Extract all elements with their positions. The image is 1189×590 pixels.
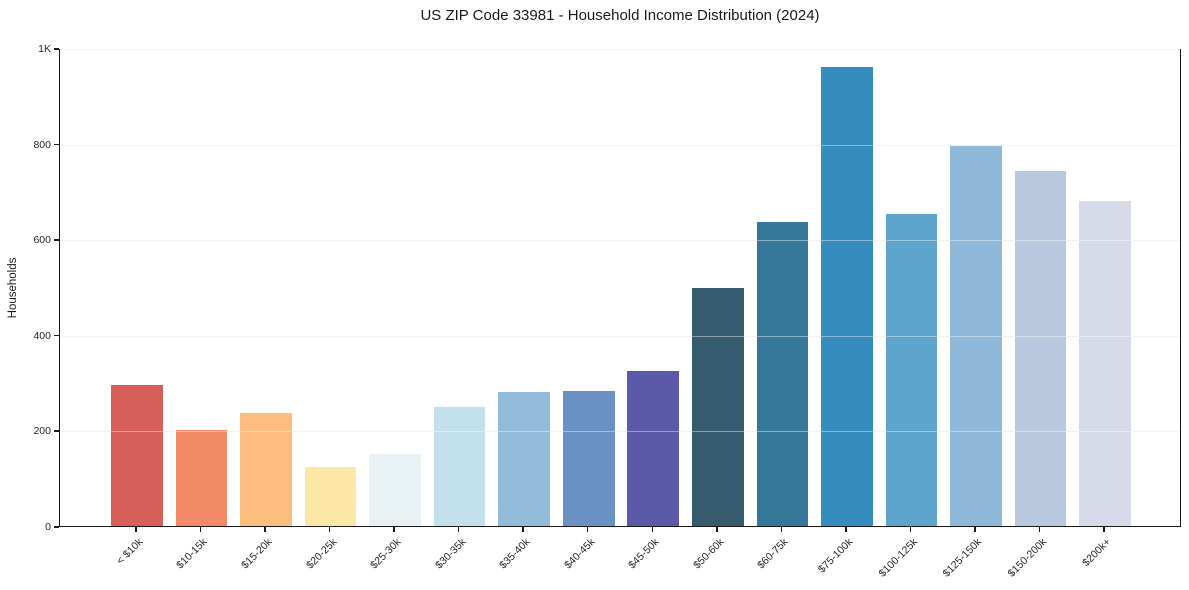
x-tick-label: $50-60k <box>690 536 727 572</box>
plot-area <box>59 49 1181 527</box>
y-tick-label: 1K <box>38 43 51 55</box>
x-tick-label: $20-25k <box>303 536 339 572</box>
x-tick-label: $45-50k <box>626 536 662 572</box>
bar <box>885 214 938 526</box>
x-tick-mark <box>845 527 847 532</box>
bar <box>692 288 744 526</box>
y-axis-label: Households <box>7 257 19 319</box>
y-tick-mark <box>54 430 59 432</box>
x-tick-mark <box>264 527 266 532</box>
x-tick-mark <box>1038 527 1041 532</box>
x-tick-mark <box>393 527 395 532</box>
x-tick-mark <box>716 527 718 532</box>
x-tick-mark <box>135 527 137 532</box>
x-tick-label: $150-200k <box>1005 536 1050 580</box>
gridline-overlay <box>60 240 1180 242</box>
x-tick-label: $60-75k <box>755 536 791 572</box>
x-tick-mark <box>199 527 202 532</box>
x-tick-label: < $10k <box>114 536 146 567</box>
x-tick-mark <box>328 527 331 532</box>
gridline-overlay <box>60 49 1180 50</box>
x-tick-label: $10-15k <box>174 536 210 572</box>
bar <box>1079 200 1131 526</box>
x-tick-mark <box>1103 527 1105 532</box>
bar <box>498 392 550 526</box>
x-tick-label: $25-30k <box>368 536 404 572</box>
y-tick-mark <box>54 239 59 241</box>
x-tick-mark <box>586 527 589 532</box>
bar <box>304 466 357 526</box>
gridline <box>60 49 1180 50</box>
bar <box>950 145 1002 526</box>
bar <box>433 407 486 526</box>
x-tick-label: $200k+ <box>1080 536 1114 570</box>
x-tick-label: $100-125k <box>876 536 920 580</box>
x-tick-label: $40-45k <box>561 536 598 572</box>
bar <box>821 67 873 526</box>
x-tick-label: $30-35k <box>432 536 469 572</box>
x-tick-mark <box>522 527 524 532</box>
x-tick-mark <box>457 527 460 532</box>
x-tick-label: $125-150k <box>940 536 985 580</box>
bar <box>111 385 163 526</box>
x-tick-label: $75-100k <box>815 536 856 576</box>
y-tick-label: 800 <box>33 138 51 151</box>
gridline-overlay <box>60 335 1180 337</box>
bar <box>562 391 615 526</box>
x-tick-mark <box>651 527 654 532</box>
bar <box>240 413 292 526</box>
bar <box>369 454 421 526</box>
y-tick-mark <box>54 334 59 337</box>
y-tick-label: 200 <box>33 425 51 438</box>
y-tick-mark <box>54 143 59 146</box>
gridline <box>60 240 1180 242</box>
y-tick-label: 0 <box>45 521 51 533</box>
x-tick-mark <box>909 527 912 532</box>
x-tick-label: $15-20k <box>239 536 275 572</box>
y-tick-mark <box>54 48 59 50</box>
bar <box>627 370 680 526</box>
chart-title: US ZIP Code 33981 - Household Income Dis… <box>420 7 820 24</box>
x-tick-label: $35-40k <box>497 536 533 572</box>
gridline-overlay <box>60 144 1180 146</box>
gridline <box>60 431 1180 433</box>
y-tick-label: 400 <box>33 329 51 342</box>
gridline-overlay <box>60 431 1180 433</box>
x-tick-mark <box>780 527 783 532</box>
bar <box>1014 171 1067 526</box>
y-tick-mark <box>54 526 59 528</box>
y-tick-label: 600 <box>33 234 51 247</box>
gridline <box>60 335 1180 337</box>
gridline <box>60 144 1180 146</box>
bar <box>756 222 809 526</box>
bar <box>175 430 228 526</box>
x-tick-mark <box>974 527 976 532</box>
